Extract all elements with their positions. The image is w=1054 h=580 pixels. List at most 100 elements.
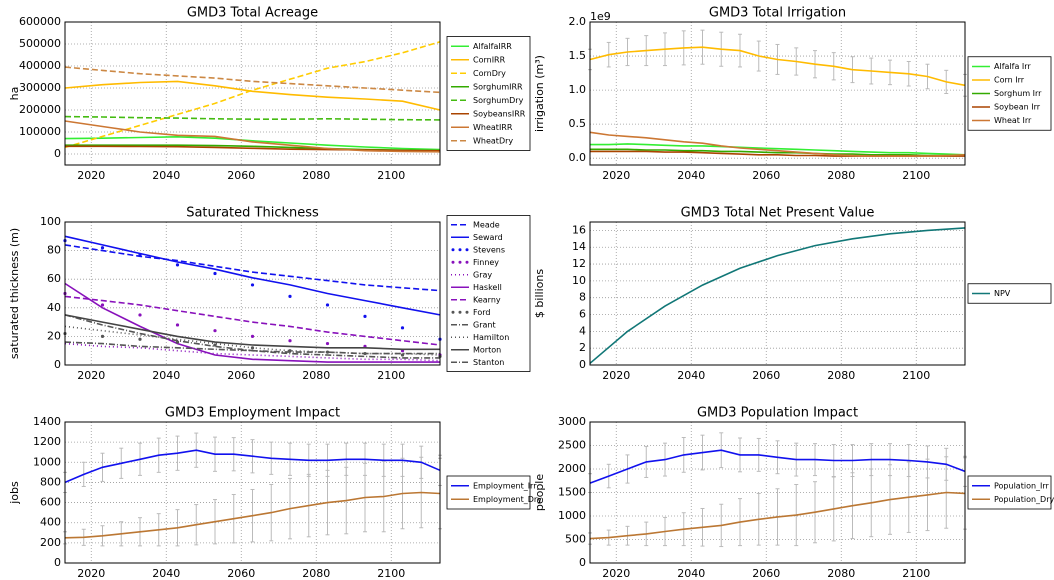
x-tick-label: 2060 [227,369,255,382]
x-tick-label: 2020 [77,169,105,182]
y-axis-label: jobs [8,481,21,505]
legend-label: Ford [473,308,490,317]
legend-swatch [458,248,462,252]
y-tick-label: 500000 [19,37,61,50]
data-point [325,341,330,346]
y-axis-label: irrigation (m³) [533,55,546,132]
legend-label: Sorghum Irr [994,89,1042,98]
y-tick-label: 14 [572,240,586,253]
legend-label: Meade [473,220,500,229]
data-line [64,244,441,292]
legend-swatch [451,260,455,264]
y-tick-label: 500 [565,533,586,546]
x-tick-label: 2040 [152,567,180,580]
y-tick-label: 0 [579,556,586,569]
y-tick-label: 4 [579,324,586,337]
x-tick-label: 2020 [602,169,630,182]
legend-label: WheatDry [473,136,513,145]
data-point [213,329,217,333]
y-tick-label: 60 [47,272,61,285]
x-tick-label: 2080 [302,369,330,382]
y-tick-label: 1.0 [569,83,587,96]
data-point [100,334,105,338]
y-tick-label: 300000 [19,81,61,94]
y-tick-label: 0 [54,147,61,160]
data-line [589,131,966,157]
y-tick-label: 10 [572,274,586,287]
y-tick-label: 200 [40,536,61,549]
data-line [589,449,966,484]
legend-label: Grant [473,320,496,329]
legend-label: SoybeansIRR [473,109,526,118]
legend-box [446,36,531,151]
data-line [589,46,966,87]
chart-title: GMD3 Population Impact [697,406,858,421]
x-tick-label: 2080 [827,567,855,580]
legend-label: CornIRR [473,55,506,64]
data-point [100,303,105,307]
x-tick-label: 2100 [377,369,405,382]
data-line [64,66,441,94]
data-point [250,334,255,338]
data-line [590,143,966,156]
chart-title: GMD3 Total Net Present Value [681,206,875,221]
data-point [288,294,292,298]
legend-label: Seward [473,233,503,242]
y-tick-label: 40 [47,301,61,314]
plot-frame [589,221,966,366]
legend-box [446,215,531,372]
y-tick-label: 2000 [558,462,586,475]
x-tick-label: 2040 [677,369,705,382]
data-line [64,342,441,362]
plot-frame [64,221,441,366]
legend-label: Employment_Irr [473,481,537,490]
data-point [138,253,142,257]
chart-title: Saturated Thickness [186,206,319,221]
data-point [138,337,142,341]
chart-title: GMD3 Total Irrigation [709,6,846,21]
x-tick-label: 2040 [152,369,180,382]
x-tick-label: 2060 [227,567,255,580]
data-point [250,283,255,287]
y-tick-label: 80 [47,244,61,257]
data-line [64,235,441,316]
legend-swatch [458,260,462,264]
y-tick-label: 0.5 [569,117,587,130]
legend-label: Morton [473,345,501,354]
plot-frame [589,21,966,166]
y-axis-label: saturated thickness (m) [8,228,21,359]
x-tick-label: 2020 [602,369,630,382]
x-tick-label: 2040 [677,567,705,580]
legend-box [446,475,531,510]
data-line [64,491,441,539]
y-tick-label: 3000 [558,415,586,428]
y-tick-label: 800 [40,475,61,488]
x-tick-label: 2060 [227,169,255,182]
y-tick-label: 100000 [19,125,61,138]
legend-label: Finney [473,258,499,267]
y-tick-label: 400000 [19,59,61,72]
y-tick-label: 0 [54,556,61,569]
y-tick-label: 20 [47,329,61,342]
y-axis-label: people [533,474,546,512]
data-line [64,341,440,355]
data-line [64,314,440,351]
y-tick-label: 100 [40,215,61,228]
legend-label: Stanton [473,358,504,367]
x-tick-label: 2100 [902,169,930,182]
data-point [325,303,330,307]
y-tick-label: 8 [579,291,586,304]
x-tick-label: 2100 [902,567,930,580]
y-tick-label: 1000 [33,455,61,468]
legend-label: Corn Irr [994,76,1025,85]
y-tick-label: 1500 [558,486,586,499]
data-point [175,323,180,327]
data-point [138,313,142,317]
legend-label: Hamilton [473,333,509,342]
y-axis-label: ha [8,87,21,101]
data-line [64,325,441,356]
legend-label: SorghumDry [473,96,524,105]
data-line [64,41,441,149]
legend-swatch [451,248,455,252]
